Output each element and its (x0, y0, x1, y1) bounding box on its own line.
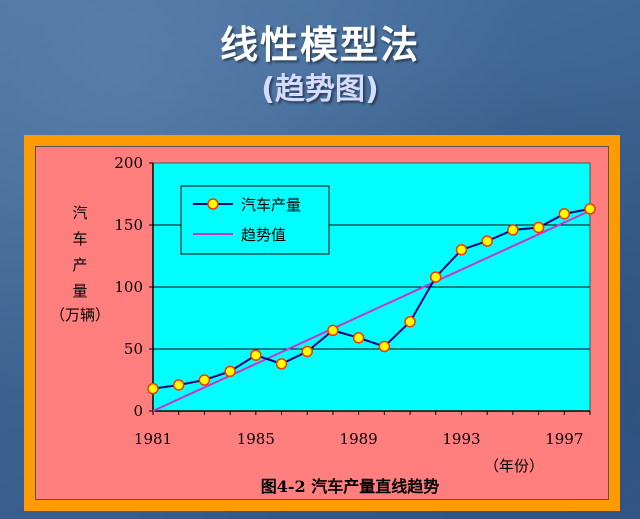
data-point-1988 (327, 324, 339, 337)
slide-subtitle: (趋势图) (261, 72, 379, 107)
x-tick-label-1981: 1981 (134, 430, 172, 448)
data-point-1989 (352, 332, 365, 344)
chart-title: 图4-2 汽车产量直线趋势 (260, 477, 440, 496)
y-tick-label-0: 0 (133, 402, 143, 420)
data-point-1995 (507, 224, 519, 236)
y-tick-label-100: 100 (114, 278, 143, 296)
y-axis-label-text: 汽车产量 (72, 204, 88, 300)
data-point-1998 (584, 203, 596, 215)
data-point-1992 (430, 271, 442, 283)
series-line-trend (152, 209, 591, 412)
data-point-1996 (532, 221, 545, 234)
data-point-1986 (275, 358, 288, 370)
data-point-1991 (404, 315, 416, 328)
legend-marker-production (207, 198, 219, 210)
data-point-1983 (198, 374, 211, 386)
legend-label-trend: 趋势值 (241, 226, 286, 244)
data-point-1985 (250, 349, 262, 361)
x-tick-label-1993: 1993 (442, 430, 480, 448)
data-point-1981 (147, 382, 159, 395)
data-point-1993 (455, 244, 468, 256)
x-tick-label-1997: 1997 (545, 430, 583, 448)
y-axis-unit: （万辆） (49, 306, 110, 324)
x-tick-label-1985: 1985 (237, 430, 275, 448)
data-point-1984 (224, 365, 236, 378)
y-tick-label-50: 50 (124, 340, 143, 358)
y-tick-label-150: 150 (114, 216, 143, 234)
data-point-1997 (558, 208, 571, 220)
data-point-1982 (172, 379, 185, 391)
y-axis-label: 汽车产量 （万辆） (40, 200, 120, 326)
data-point-1990 (378, 340, 391, 353)
data-point-1994 (481, 235, 493, 247)
data-point-1987 (301, 345, 313, 358)
legend-label-production: 汽车产量 (241, 196, 301, 214)
slide-title: 线性模型法 (219, 23, 420, 67)
y-tick-label-200: 200 (114, 154, 143, 172)
legend-box (180, 185, 330, 255)
x-tick-label-1989: 1989 (340, 430, 378, 448)
x-axis-unit: （年份） (484, 457, 545, 475)
